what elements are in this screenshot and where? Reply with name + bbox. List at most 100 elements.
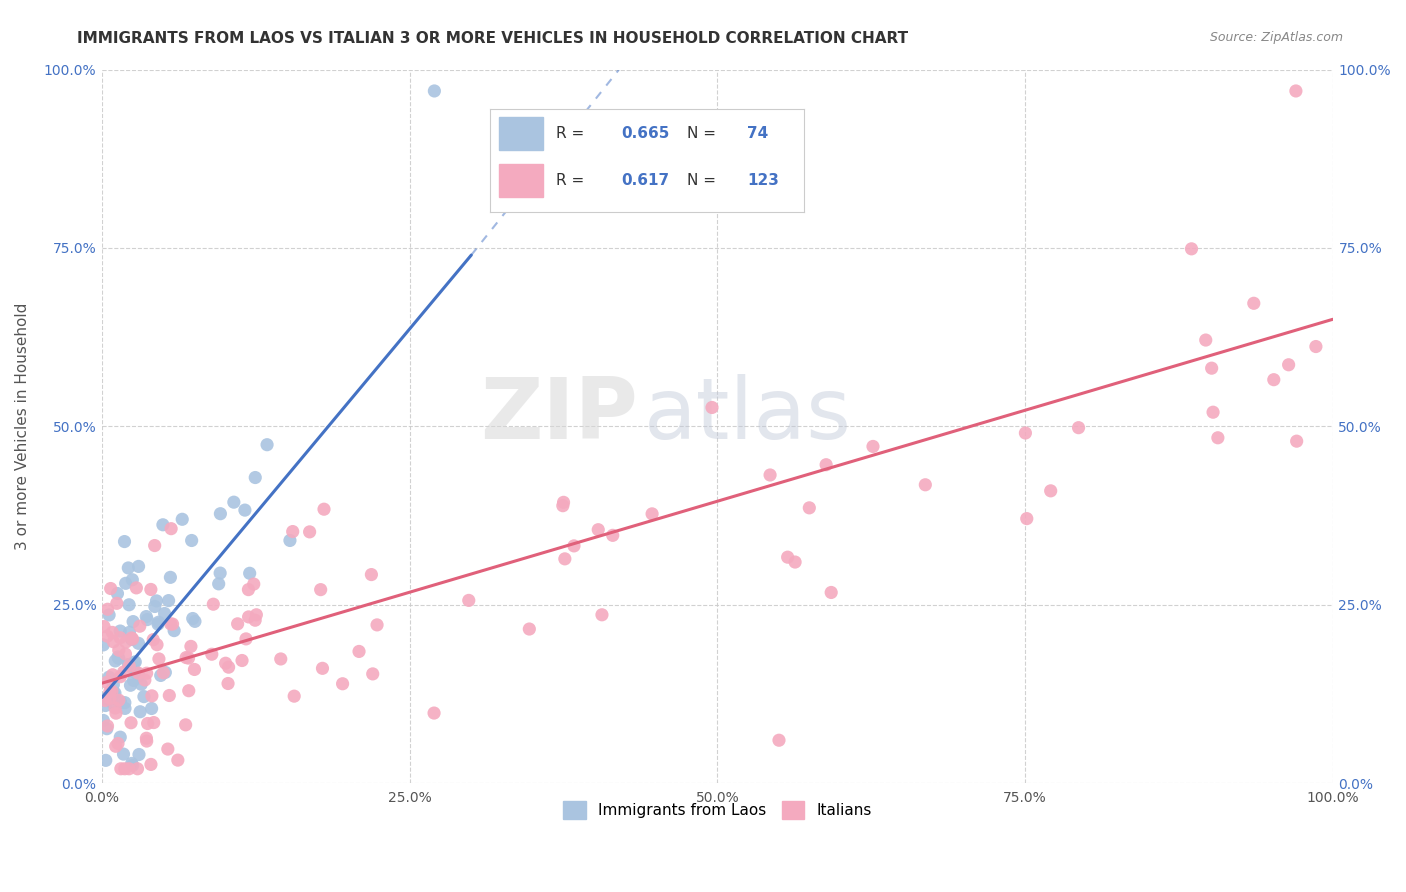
Point [1285, 84, 1308, 98]
Point [118, 659, 141, 673]
Point [201, 647, 224, 661]
Point [146, 617, 169, 632]
Point [112, 665, 135, 679]
Point [135, 731, 157, 746]
Point [98, 607, 121, 622]
Point [110, 695, 132, 709]
Point [156, 742, 179, 756]
Point [128, 747, 150, 762]
Point [148, 652, 170, 666]
Point [517, 622, 540, 636]
Point [163, 624, 186, 638]
Point [94, 691, 117, 706]
Y-axis label: 3 or more Vehicles in Household: 3 or more Vehicles in Household [15, 302, 30, 550]
Point [153, 607, 176, 621]
Point [239, 566, 262, 581]
Point [110, 670, 132, 684]
Point [298, 524, 321, 539]
Point [152, 665, 174, 680]
Point [1278, 358, 1301, 372]
Point [862, 439, 884, 453]
Point [174, 718, 197, 732]
Point [245, 607, 267, 622]
Point [309, 582, 332, 597]
Point [128, 619, 150, 633]
Point [107, 586, 129, 600]
Point [183, 663, 205, 677]
Point [107, 650, 129, 665]
Point [586, 523, 609, 537]
Point [243, 613, 266, 627]
Point [270, 652, 292, 666]
Point [118, 762, 141, 776]
Point [172, 512, 194, 526]
Point [551, 499, 574, 513]
Point [104, 654, 127, 668]
Point [776, 550, 799, 565]
Point [98, 691, 121, 706]
Point [101, 684, 124, 698]
Point [1067, 420, 1090, 434]
Point [96, 719, 118, 733]
Point [127, 666, 149, 681]
Point [135, 666, 157, 681]
Point [177, 683, 200, 698]
Point [155, 665, 177, 680]
Point [1243, 296, 1265, 310]
Point [114, 701, 136, 715]
Point [238, 610, 260, 624]
Point [114, 647, 136, 661]
Point [91, 714, 114, 728]
Text: IMMIGRANTS FROM LAOS VS ITALIAN 3 OR MORE VEHICLES IN HOUSEHOLD CORRELATION CHAR: IMMIGRANTS FROM LAOS VS ITALIAN 3 OR MOR… [77, 31, 908, 46]
Point [1201, 361, 1223, 376]
Legend: Immigrants from Laos, Italians: Immigrants from Laos, Italians [557, 795, 879, 825]
Point [1195, 333, 1218, 347]
Point [238, 582, 260, 597]
Point [914, 477, 936, 491]
Point [281, 524, 304, 539]
Point [110, 762, 132, 776]
Point [366, 618, 388, 632]
Point [122, 673, 145, 688]
Point [554, 552, 576, 566]
Point [108, 631, 131, 645]
Point [256, 438, 278, 452]
Point [759, 467, 782, 482]
Point [134, 673, 156, 687]
Point [117, 561, 139, 575]
Point [312, 502, 335, 516]
Point [162, 617, 184, 632]
Point [121, 573, 143, 587]
Point [278, 533, 301, 548]
Point [107, 651, 129, 665]
Point [166, 753, 188, 767]
Point [159, 616, 181, 631]
Point [1014, 425, 1036, 440]
Point [423, 706, 446, 720]
Point [160, 522, 183, 536]
Point [143, 599, 166, 614]
Point [332, 677, 354, 691]
Point [120, 678, 142, 692]
Point [145, 594, 167, 608]
Point [121, 632, 143, 646]
Point [181, 611, 204, 625]
Point [100, 582, 122, 596]
Point [152, 517, 174, 532]
Point [136, 716, 159, 731]
Point [105, 596, 128, 610]
Point [226, 616, 249, 631]
Point [423, 84, 446, 98]
Point [820, 585, 842, 599]
Point [361, 666, 384, 681]
Point [125, 666, 148, 681]
Point [110, 624, 132, 638]
Point [218, 660, 240, 674]
Point [118, 625, 141, 640]
Point [1039, 483, 1062, 498]
Point [1305, 339, 1327, 353]
Point [121, 631, 143, 645]
Point [132, 690, 155, 704]
Point [114, 576, 136, 591]
Point [107, 737, 129, 751]
